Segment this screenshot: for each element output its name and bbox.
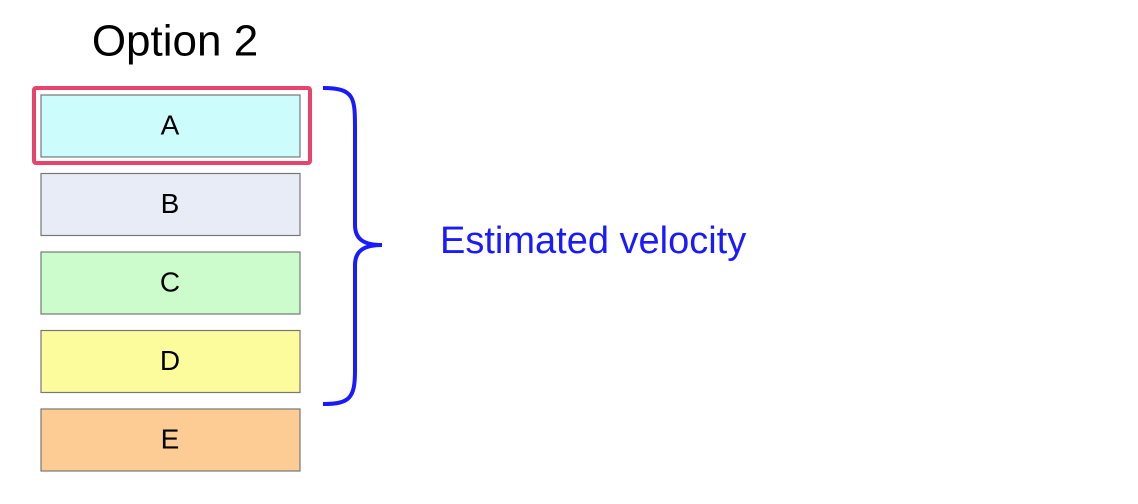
highlight bbox=[32, 86, 312, 165]
box bbox=[40, 408, 301, 472]
box bbox=[40, 251, 301, 315]
box-label: B bbox=[161, 188, 180, 219]
brace-label: Estimated velocity bbox=[440, 220, 746, 262]
box-label: A bbox=[161, 109, 180, 140]
box-label: C bbox=[160, 266, 180, 297]
box bbox=[40, 94, 301, 158]
box-stack: A B C D E bbox=[40, 94, 301, 472]
box bbox=[40, 329, 301, 394]
box bbox=[40, 172, 301, 237]
box-label: D bbox=[160, 345, 180, 376]
brace bbox=[322, 86, 383, 406]
title: Option 2 bbox=[92, 17, 258, 66]
box-label: E bbox=[161, 423, 180, 454]
